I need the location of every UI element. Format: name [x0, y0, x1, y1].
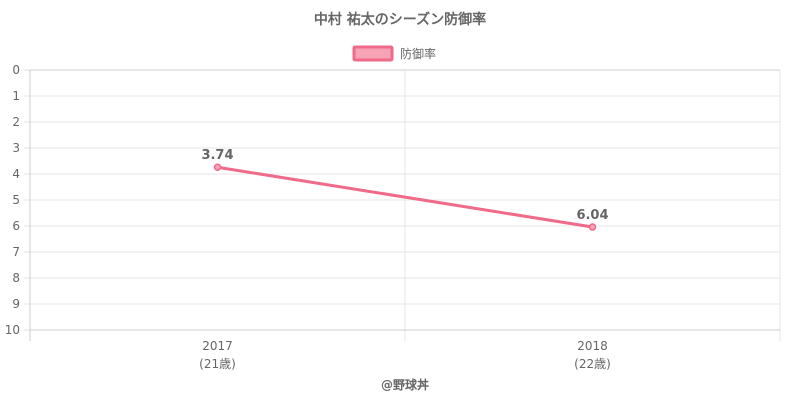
y-tick-label: 1: [12, 89, 20, 103]
x-tick-label: 2018: [577, 339, 608, 353]
legend[interactable]: 防御率: [352, 45, 436, 62]
y-tick-label: 8: [12, 271, 20, 285]
x-tick-label: 2017: [202, 339, 233, 353]
y-tick-label: 7: [12, 245, 20, 259]
x-tick-sublabel: (21歳): [199, 357, 236, 371]
y-tick-label: 10: [5, 323, 20, 337]
y-tick-label: 3: [12, 141, 20, 155]
data-labels: 3.74 6.04: [201, 148, 608, 223]
y-tick-label: 9: [12, 297, 20, 311]
data-point[interactable]: [213, 163, 222, 171]
legend-label: 防御率: [400, 46, 436, 61]
chart-credit: @野球丼: [381, 377, 429, 392]
data-label: 3.74: [201, 148, 233, 163]
y-tick-label: 6: [12, 219, 20, 233]
series-line: [213, 163, 597, 231]
y-tick-label: 5: [12, 193, 20, 207]
y-tick-label: 4: [12, 167, 20, 181]
x-tick-sublabel: (22歳): [574, 357, 611, 371]
x-axis-ticks: 2017 (21歳) 2018 (22歳): [199, 339, 611, 371]
legend-swatch: [352, 45, 394, 62]
y-tick-label: 0: [12, 63, 20, 77]
data-label: 6.04: [576, 208, 608, 223]
data-point[interactable]: [588, 223, 597, 231]
y-tick-label: 2: [12, 115, 20, 129]
y-axis-ticks: 0 1 2 3 4 5 6 7 8 9 10: [5, 63, 20, 337]
chart-title: 中村 祐太のシーズン防御率: [314, 11, 486, 28]
series-polyline: [216, 165, 594, 229]
grid-lines: [24, 69, 781, 341]
